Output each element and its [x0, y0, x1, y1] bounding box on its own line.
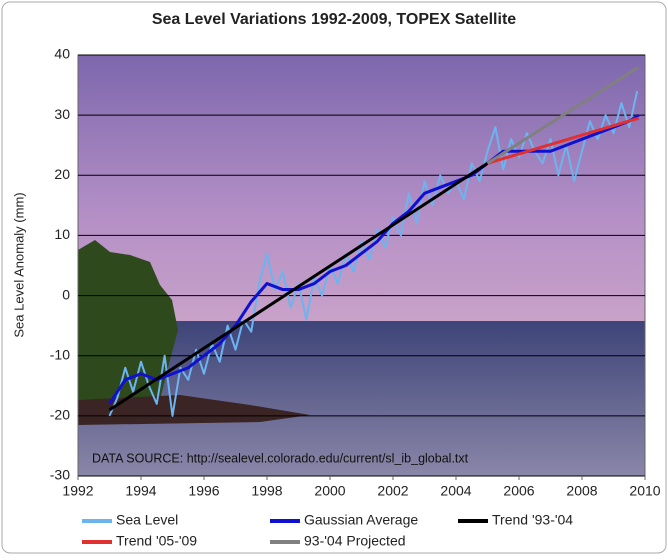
chart: Sea Level Variations 1992-2009, TOPEX Sa…: [0, 0, 668, 555]
x-tick-label: 2000: [314, 483, 345, 499]
y-tick-label: -10: [50, 346, 70, 362]
x-tick-label: 2008: [566, 483, 597, 499]
y-tick-label: 20: [54, 166, 70, 182]
x-tick-label: 1994: [125, 483, 156, 499]
legend-label: 93-'04 Projected: [304, 533, 406, 549]
y-tick-label: 40: [54, 46, 70, 62]
y-tick-label: 10: [54, 226, 70, 242]
y-tick-label: 30: [54, 106, 70, 122]
x-tick-label: 2002: [377, 483, 408, 499]
y-axis-label: Sea Level Anomaly (mm): [11, 192, 26, 337]
x-tick-label: 2004: [440, 483, 471, 499]
y-tick-label: 0: [62, 286, 70, 302]
legend-label: Gaussian Average: [304, 512, 418, 528]
legend-label: Trend '93-'04: [492, 512, 573, 528]
y-tick-label: -20: [50, 407, 70, 423]
chart-title: Sea Level Variations 1992-2009, TOPEX Sa…: [152, 11, 516, 28]
x-tick-label: 1996: [188, 483, 219, 499]
annotation: DATA SOURCE: http://sealevel.colorado.ed…: [92, 451, 469, 465]
legend-label: Trend '05-'09: [116, 533, 197, 549]
x-tick-label: 1998: [251, 483, 282, 499]
x-tick-label: 2010: [629, 483, 660, 499]
legend-label: Sea Level: [116, 512, 178, 528]
y-tick-label: -30: [50, 467, 70, 483]
x-tick-label: 1992: [62, 483, 93, 499]
x-tick-label: 2006: [503, 483, 534, 499]
